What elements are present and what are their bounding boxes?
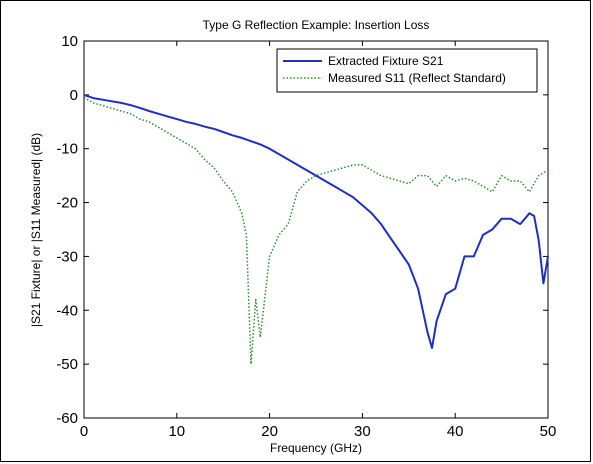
- series-layer: [83, 93, 549, 365]
- x-tick-label-3: 30: [354, 423, 371, 440]
- chart-title: Type G Reflection Example: Insertion Los…: [203, 18, 430, 32]
- series-line-1: [83, 96, 549, 365]
- x-tick-label-2: 20: [261, 423, 278, 440]
- x-axis: 0 10 20 30 40 50: [80, 41, 557, 440]
- y-tick-label-5: -40: [56, 302, 78, 319]
- x-axis-label: Frequency (GHz): [270, 441, 362, 455]
- x-tick-label-1: 10: [168, 423, 185, 440]
- y-tick-label-0: 10: [61, 33, 78, 50]
- legend: Extracted Fixture S21 Measured S11 (Refl…: [276, 48, 538, 93]
- x-tick-label-0: 0: [80, 423, 88, 440]
- x-tick-label-4: 40: [447, 423, 464, 440]
- y-tick-label-3: -20: [56, 195, 78, 212]
- plot-area: [83, 40, 549, 419]
- y-axis-label: |S21 Fixture| or |S11 Measured| (dB): [29, 133, 43, 327]
- y-tick-label-2: -10: [56, 141, 78, 158]
- y-axis: 10 0 -10 -20 -30 -40 -50 -60: [56, 33, 548, 427]
- legend-box: [276, 48, 538, 93]
- legend-label-s11: Measured S11 (Reflect Standard): [328, 71, 506, 85]
- series-line-0: [83, 93, 549, 349]
- y-tick-label-7: -60: [56, 410, 78, 427]
- y-tick-label-1: 0: [70, 87, 78, 104]
- y-tick-label-4: -30: [56, 248, 78, 265]
- legend-label-s21: Extracted Fixture S21: [328, 54, 444, 68]
- y-tick-label-6: -50: [56, 356, 78, 373]
- x-tick-label-5: 50: [540, 423, 557, 440]
